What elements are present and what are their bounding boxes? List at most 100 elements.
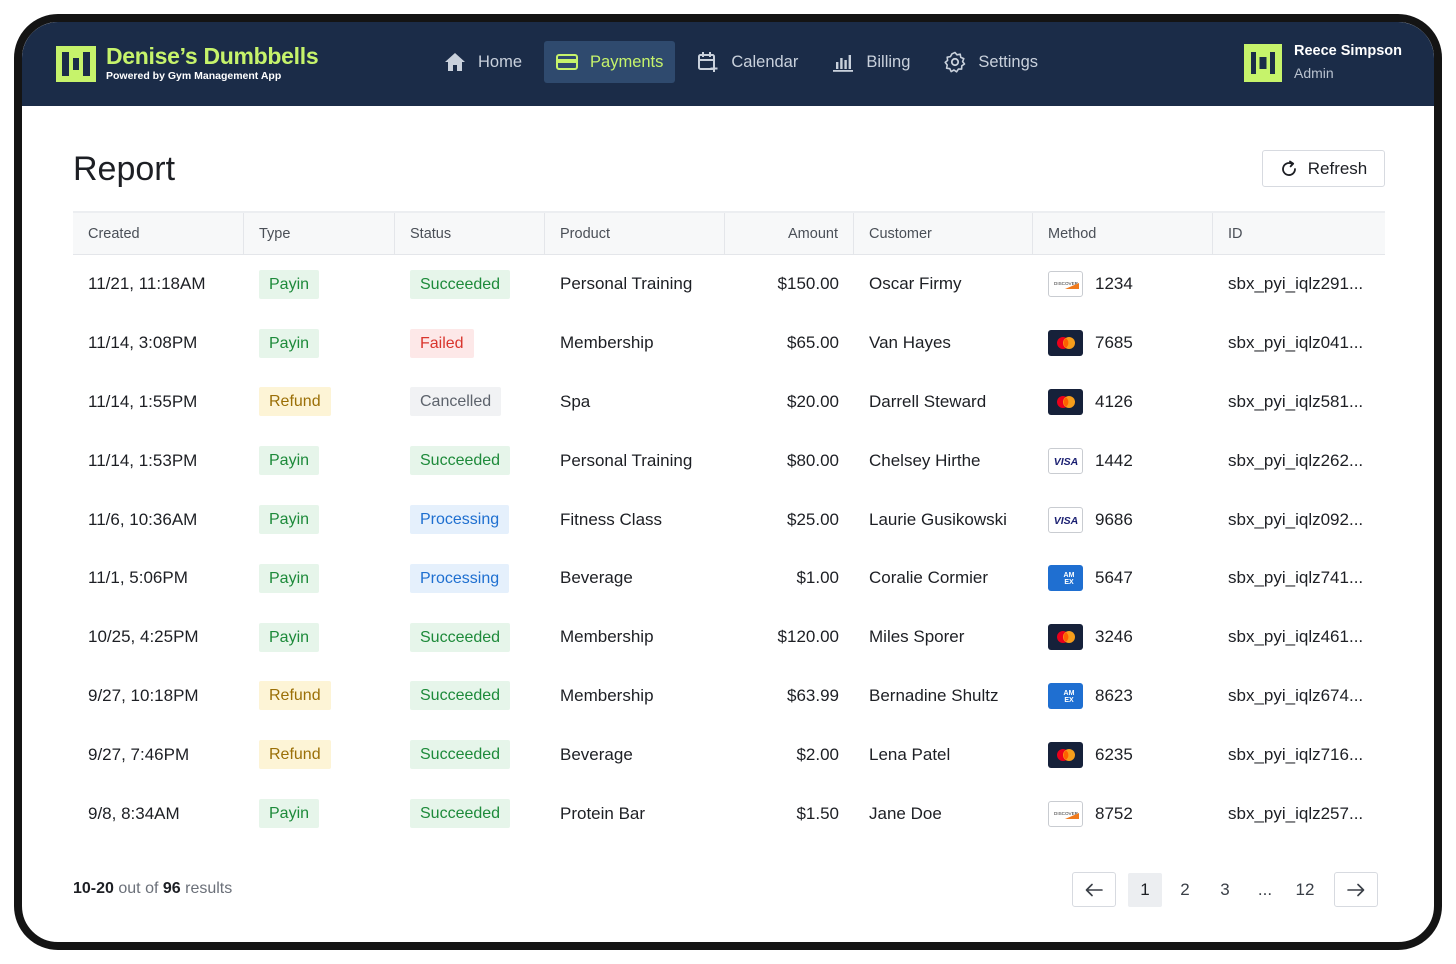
results-label: results (185, 880, 233, 897)
cell-product: Personal Training (560, 450, 693, 470)
column-header-created[interactable]: Created (73, 213, 244, 254)
nav-item-calendar[interactable]: Calendar (685, 41, 810, 83)
brand-name: Denise’s Dumbbells (106, 43, 319, 69)
table-row[interactable]: 11/14, 3:08PM Payin Failed Membership $65.00… (73, 314, 1385, 373)
page-button-12[interactable]: 12 (1295, 879, 1315, 899)
card-last4: 9686 (1095, 509, 1133, 529)
page-button-1[interactable]: 1 (1128, 872, 1162, 907)
column-header-product[interactable]: Product (545, 213, 725, 254)
status-badge: Succeeded (410, 681, 511, 711)
results-out-of: out of (118, 880, 159, 897)
status-badge: Processing (410, 563, 510, 593)
user-menu[interactable]: Reece Simpson Admin (1244, 42, 1402, 83)
nav-item-settings[interactable]: Settings (932, 41, 1050, 83)
cell-created: 11/14, 1:55PM (88, 391, 198, 411)
user-name: Reece Simpson (1294, 43, 1402, 59)
type-badge: Refund (259, 740, 331, 770)
cell-product: Membership (560, 333, 654, 353)
cell-status: Succeeded (395, 799, 545, 829)
nav-item-label: Payments (590, 52, 664, 71)
cell-amount: $80.00 (787, 450, 839, 470)
cell-type: Payin (244, 622, 395, 652)
table-row[interactable]: 10/25, 4:25PM Payin Succeeded Membership $12… (73, 608, 1385, 667)
cell-id[interactable]: sbx_pyi_iqlz041... (1228, 333, 1364, 353)
card-last4: 1234 (1095, 274, 1133, 294)
cell-type: Refund (244, 740, 395, 770)
brand[interactable]: Denise’s Dumbbells Powered by Gym Manage… (56, 43, 319, 83)
brand-logo-icon (56, 45, 96, 82)
cell-customer: Miles Sporer (869, 627, 965, 647)
mastercard-icon (1048, 330, 1083, 357)
table-row[interactable]: 11/14, 1:53PM Payin Succeeded Personal Trai… (73, 431, 1385, 490)
cell-customer: Coralie Cormier (869, 568, 989, 588)
cell-amount: $63.99 (787, 685, 839, 705)
nav-item-payments[interactable]: Payments (544, 41, 676, 83)
nav-item-billing[interactable]: Billing (820, 41, 922, 83)
amex-card-icon: AM EX (1048, 565, 1083, 592)
cell-id[interactable]: sbx_pyi_iqlz716... (1228, 744, 1364, 764)
mastercard-icon (1048, 624, 1083, 651)
table-row[interactable]: 11/21, 11:18AM Payin Succeeded Personal Tra… (73, 255, 1385, 314)
table-row[interactable]: 9/27, 10:18PM Refund Succeeded Membership $6… (73, 667, 1385, 726)
cell-id[interactable]: sbx_pyi_iqlz092... (1228, 509, 1364, 529)
refresh-button[interactable]: Refresh (1262, 150, 1385, 187)
page-button-3[interactable]: 3 (1220, 879, 1230, 899)
svg-text:DISCOVER: DISCOVER (1054, 281, 1079, 286)
svg-text:VISA: VISA (1053, 515, 1078, 526)
table-row[interactable]: 9/8, 8:34AM Payin Succeeded Protein Bar $1.5… (73, 784, 1385, 843)
table-row[interactable]: 11/6, 10:36AM Payin Processing Fitness Clas… (73, 490, 1385, 549)
nav-item-home[interactable]: Home (432, 41, 534, 83)
cell-created: 11/14, 3:08PM (88, 333, 198, 353)
cell-product: Membership (560, 627, 654, 647)
results-range: 10-20 (73, 880, 114, 897)
page-button-2[interactable]: 2 (1180, 879, 1190, 899)
pagination: 1 2 3 ... 12 (1072, 872, 1378, 907)
status-badge: Succeeded (410, 740, 511, 770)
next-page-button[interactable] (1334, 872, 1378, 907)
table-row[interactable]: 11/14, 1:55PM Refund Cancelled Spa $20.00 Dar… (73, 373, 1385, 432)
cell-created: 9/8, 8:34AM (88, 803, 180, 823)
cell-type: Payin (244, 328, 395, 358)
cell-id[interactable]: sbx_pyi_iqlz581... (1228, 391, 1364, 411)
discover-card-icon: DISCOVER (1048, 800, 1083, 827)
column-header-status[interactable]: Status (395, 213, 545, 254)
cell-status: Succeeded (395, 681, 545, 711)
arrow-right-icon (1347, 883, 1365, 896)
column-header-type[interactable]: Type (244, 213, 395, 254)
cell-product: Personal Training (560, 274, 693, 294)
cell-method: AM EX 5647 (1033, 565, 1213, 592)
type-badge: Payin (259, 563, 320, 593)
status-badge: Succeeded (410, 799, 511, 829)
cell-customer: Laurie Gusikowski (869, 509, 1007, 529)
table-row[interactable]: 9/27, 7:46PM Refund Succeeded Beverage $2.00… (73, 725, 1385, 784)
visa-card-icon: VISA (1048, 506, 1083, 533)
table-row[interactable]: 11/1, 5:06PM Payin Processing Beverage $1.00… (73, 549, 1385, 608)
cell-customer: Jane Doe (869, 803, 942, 823)
cell-method: 3246 (1033, 624, 1213, 651)
table-body: 11/21, 11:18AM Payin Succeeded Personal Tra… (73, 255, 1385, 843)
cell-status: Succeeded (395, 622, 545, 652)
type-badge: Payin (259, 505, 320, 535)
cell-id[interactable]: sbx_pyi_iqlz257... (1228, 803, 1364, 823)
cell-id[interactable]: sbx_pyi_iqlz741... (1228, 568, 1364, 588)
cell-id[interactable]: sbx_pyi_iqlz291... (1228, 274, 1364, 294)
cell-amount: $150.00 (777, 274, 839, 294)
card-last4: 5647 (1095, 568, 1133, 588)
cell-created: 9/27, 10:18PM (88, 685, 199, 705)
type-badge: Payin (259, 269, 320, 299)
previous-page-button[interactable] (1072, 872, 1116, 907)
cell-id[interactable]: sbx_pyi_iqlz674... (1228, 685, 1364, 705)
cell-type: Payin (244, 563, 395, 593)
column-header-method[interactable]: Method (1033, 213, 1213, 254)
column-header-amount[interactable]: Amount (725, 213, 854, 254)
bar-chart-icon (832, 51, 854, 73)
column-header-id[interactable]: ID (1228, 225, 1243, 242)
cell-id[interactable]: sbx_pyi_iqlz461... (1228, 627, 1364, 647)
cell-status: Processing (395, 563, 545, 593)
top-navigation-bar: Denise’s Dumbbells Powered by Gym Manage… (22, 22, 1434, 106)
cell-status: Processing (395, 505, 545, 535)
status-badge: Cancelled (410, 387, 502, 417)
cell-id[interactable]: sbx_pyi_iqlz262... (1228, 450, 1364, 470)
column-header-customer[interactable]: Customer (854, 213, 1033, 254)
status-badge: Succeeded (410, 622, 511, 652)
